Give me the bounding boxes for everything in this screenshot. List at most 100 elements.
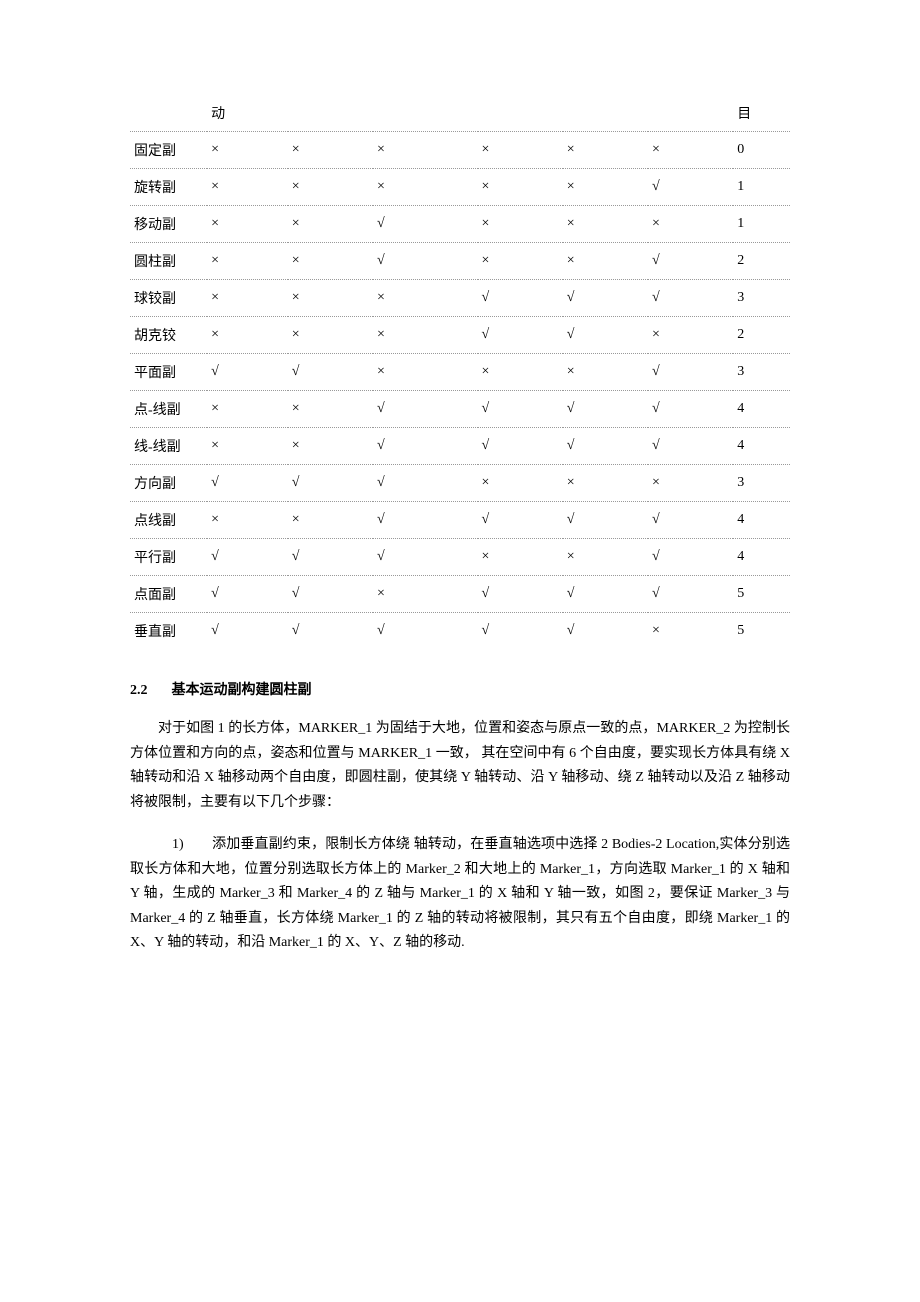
table-cell: × [648,613,733,650]
table-cell: √ [478,317,563,354]
table-row: 平面副√√×××√3 [130,354,790,391]
table-cell: √ [563,391,648,428]
table-cell: × [288,428,373,465]
table-cell: × [648,465,733,502]
table-cell: √ [563,613,648,650]
table-row: 球铰副×××√√√3 [130,280,790,317]
table-cell: √ [563,280,648,317]
table-cell: √ [207,354,288,391]
table-cell: × [373,280,478,317]
table-cell: √ [648,576,733,613]
table-cell: √ [648,243,733,280]
table-row: 胡克铰×××√√×2 [130,317,790,354]
table-cell: × [288,169,373,206]
table-cell: × [207,280,288,317]
table-cell: √ [563,502,648,539]
table-cell: × [373,169,478,206]
table-cell: 3 [733,280,790,317]
table-cell [130,95,207,132]
table-cell: √ [288,465,373,502]
table-cell: × [563,206,648,243]
section-title: 基本运动副构建圆柱副 [172,681,312,697]
table-cell: 平行副 [130,539,207,576]
table-cell: 4 [733,502,790,539]
table-cell: 5 [733,613,790,650]
table-cell [648,95,733,132]
table-cell: 固定副 [130,132,207,169]
table-cell [563,95,648,132]
table-cell: 4 [733,539,790,576]
table-cell: 0 [733,132,790,169]
table-cell: 5 [733,576,790,613]
table-cell [478,95,563,132]
table-cell: √ [373,428,478,465]
table-cell: √ [648,428,733,465]
table-cell: √ [478,613,563,650]
table-cell: 球铰副 [130,280,207,317]
table-cell: 3 [733,465,790,502]
table-cell: × [207,206,288,243]
table-cell: 移动副 [130,206,207,243]
table-cell: 目 [733,95,790,132]
table-cell: × [288,280,373,317]
table-cell: √ [207,576,288,613]
table-cell: × [207,428,288,465]
table-row: 移动副××√×××1 [130,206,790,243]
table-cell: × [373,354,478,391]
table-cell: √ [563,576,648,613]
table-cell: √ [288,576,373,613]
table-cell: × [288,391,373,428]
table-cell: × [207,391,288,428]
table-cell: × [207,169,288,206]
table-cell: √ [288,613,373,650]
table-row: 点-线副××√√√√4 [130,391,790,428]
table-cell: √ [207,465,288,502]
table-cell: × [478,206,563,243]
section-heading: 2.2 基本运动副构建圆柱副 [130,679,790,699]
table-cell: × [648,317,733,354]
joints-table: 动目固定副××××××0旋转副×××××√1移动副××√×××1圆柱副××√××… [130,95,790,649]
table-cell: × [478,354,563,391]
table-row: 圆柱副××√××√2 [130,243,790,280]
table-cell [373,95,478,132]
table-row: 动目 [130,95,790,132]
table-cell: × [563,132,648,169]
table-cell: 线-线副 [130,428,207,465]
section-number: 2.2 [130,683,148,698]
table-cell: × [373,132,478,169]
table-cell: × [288,317,373,354]
table-cell: 胡克铰 [130,317,207,354]
table-cell: × [288,243,373,280]
table-cell: 4 [733,428,790,465]
table-cell: √ [373,391,478,428]
table-cell: 旋转副 [130,169,207,206]
table-cell: √ [563,317,648,354]
table-cell: × [288,206,373,243]
table-cell: × [478,539,563,576]
table-cell: √ [648,502,733,539]
table-cell: 点-线副 [130,391,207,428]
table-cell: × [373,576,478,613]
table-cell: √ [373,502,478,539]
paragraph-1: 对于如图 1 的长方体，MARKER_1 为固结于大地，位置和姿态与原点一致的点… [130,717,790,815]
table-cell: × [288,132,373,169]
table-cell: 2 [733,317,790,354]
table-cell: √ [563,428,648,465]
table-cell: 平面副 [130,354,207,391]
table-cell: × [563,465,648,502]
table-cell: √ [478,280,563,317]
table-cell: √ [648,391,733,428]
table-cell: √ [373,613,478,650]
table-cell: × [288,502,373,539]
table-cell: 点线副 [130,502,207,539]
table-cell: √ [648,354,733,391]
table-cell: √ [373,243,478,280]
table-cell: √ [648,280,733,317]
table-row: 固定副××××××0 [130,132,790,169]
table-cell [288,95,373,132]
table-cell: 方向副 [130,465,207,502]
table-cell: × [207,132,288,169]
table-cell: 2 [733,243,790,280]
page: 动目固定副××××××0旋转副×××××√1移动副××√×××1圆柱副××√××… [0,0,920,1034]
table-cell: × [373,317,478,354]
